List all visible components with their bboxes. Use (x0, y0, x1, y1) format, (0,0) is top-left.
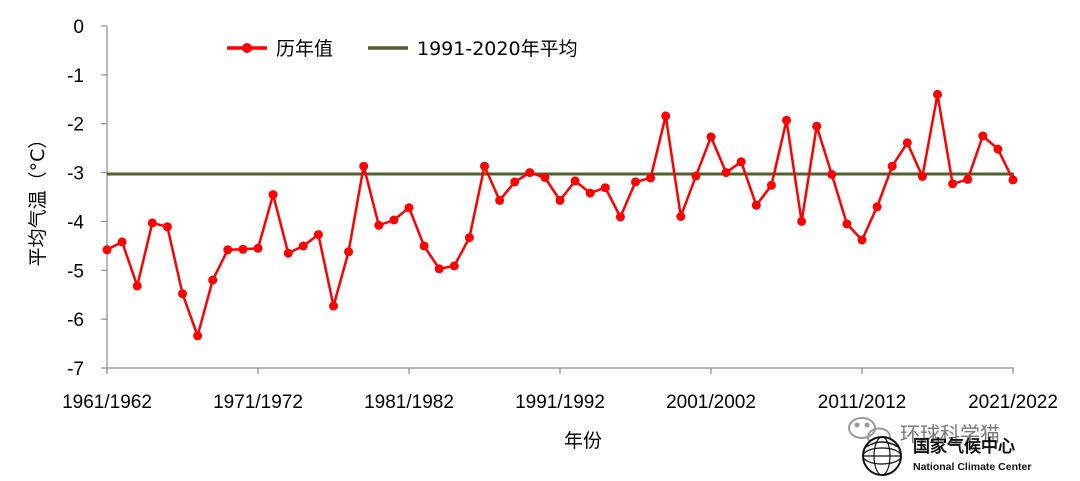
annual-data-point (661, 111, 671, 121)
annual-data-point (646, 173, 656, 183)
y-tick-label: 0 (73, 17, 84, 38)
wechat-icon (848, 417, 891, 447)
annual-data-point (464, 233, 474, 243)
nmc-name-en: National Climate Center (913, 461, 1031, 473)
legend: 历年值 1991-2020年平均 (227, 38, 578, 60)
annual-data-point (631, 177, 640, 187)
watermark-wechat: 环球科学猫 (848, 417, 1000, 447)
annual-data-point (162, 222, 172, 232)
axes: 0 -1 -2 -3 -4 -5 -6 -7 1961/1962 1971/1972 1981/19… (62, 17, 1058, 413)
annual-data-point (510, 177, 520, 187)
annual-data-point (495, 195, 505, 205)
annual-data-point (691, 171, 701, 181)
annual-data-point (948, 179, 958, 189)
annual-data-point (132, 281, 142, 291)
annual-data-point (887, 161, 897, 171)
y-tick-label: -6 (67, 310, 84, 331)
annual-data-point (721, 168, 731, 178)
annual-data-point (434, 264, 444, 274)
annual-data-point (419, 241, 429, 251)
annual-data-point (253, 243, 263, 253)
annual-data-point (782, 115, 791, 125)
annual-data-point (676, 212, 686, 221)
annual-data-point (993, 144, 1003, 154)
annual-data-point (480, 161, 489, 171)
annual-data-point (178, 289, 187, 299)
globe-icon (862, 436, 902, 476)
annual-data-point (766, 180, 776, 190)
y-tick-label: -2 (67, 115, 84, 136)
annual-data-point (902, 138, 912, 148)
annual-data-point (751, 200, 761, 210)
nmc-name-cn: 国家气候中心 (913, 436, 1015, 457)
annual-data-point (540, 173, 550, 182)
annual-data-point (193, 331, 203, 341)
annual-data-point (404, 203, 414, 213)
annual-data-point (978, 131, 988, 141)
x-tick-label: 1981/1982 (364, 392, 454, 413)
annual-data-point (585, 188, 595, 198)
legend-label-baseline: 1991-2020年平均 (417, 38, 578, 60)
annual-data-point (933, 89, 942, 99)
annual-data-point (298, 241, 308, 251)
annual-data-point (600, 183, 610, 193)
annual-data-point (313, 230, 323, 240)
annual-data-point (117, 237, 127, 247)
y-axis-title: 平均气温（°C） (27, 130, 49, 267)
annual-data-point (525, 168, 535, 178)
annual-data-point (736, 157, 746, 167)
annual-data-point (706, 132, 716, 142)
y-tick-label: -5 (67, 261, 84, 282)
annual-data-point (797, 216, 807, 226)
x-tick-label: 2011/2012 (818, 392, 906, 413)
nmc-logo: 国家气候中心 National Climate Center (862, 436, 1031, 476)
annual-data-point (359, 161, 369, 171)
annual-data-point (283, 248, 293, 258)
annual-data-point (570, 176, 580, 186)
annual-series-line (106, 93, 1015, 338)
watermark-text: 环球科学猫 (900, 422, 1000, 446)
x-tick-label: 2001/2002 (666, 392, 756, 413)
annual-data-point (268, 190, 278, 200)
annual-data-point (344, 247, 354, 257)
annual-data-point (374, 220, 384, 230)
y-tick-label: -4 (67, 212, 84, 233)
annual-data-point (872, 202, 882, 212)
x-tick-label: 1971/1972 (213, 392, 303, 413)
annual-data-point (102, 245, 112, 255)
x-axis-title: 年份 (564, 430, 602, 452)
annual-data-point (1008, 175, 1018, 185)
x-tick-label: 1961/1962 (62, 392, 152, 413)
legend-label-annual: 历年值 (276, 38, 333, 60)
y-tick-label: -1 (67, 66, 84, 87)
x-tick-label: 2021/2022 (968, 392, 1058, 413)
annual-data-point (147, 218, 157, 228)
annual-data-point (963, 174, 973, 184)
annual-data-point (917, 172, 927, 181)
annual-data-point (223, 245, 233, 255)
annual-data-point (208, 275, 218, 285)
annual-data-point (812, 121, 822, 131)
annual-data-point (842, 219, 852, 229)
annual-data-point (238, 244, 248, 254)
annual-data-point (555, 195, 565, 205)
annual-data-point (615, 212, 625, 222)
series-layer (102, 89, 1018, 341)
x-tick-label: 1991/1992 (515, 392, 605, 413)
y-tick-label: -3 (67, 164, 84, 185)
annual-data-point (827, 170, 837, 179)
annual-data-point (449, 261, 459, 271)
annual-data-point (857, 235, 867, 245)
annual-data-point (329, 301, 338, 311)
legend-marker-annual (242, 43, 252, 53)
y-tick-label: -7 (67, 359, 84, 380)
annual-data-point (389, 215, 399, 225)
